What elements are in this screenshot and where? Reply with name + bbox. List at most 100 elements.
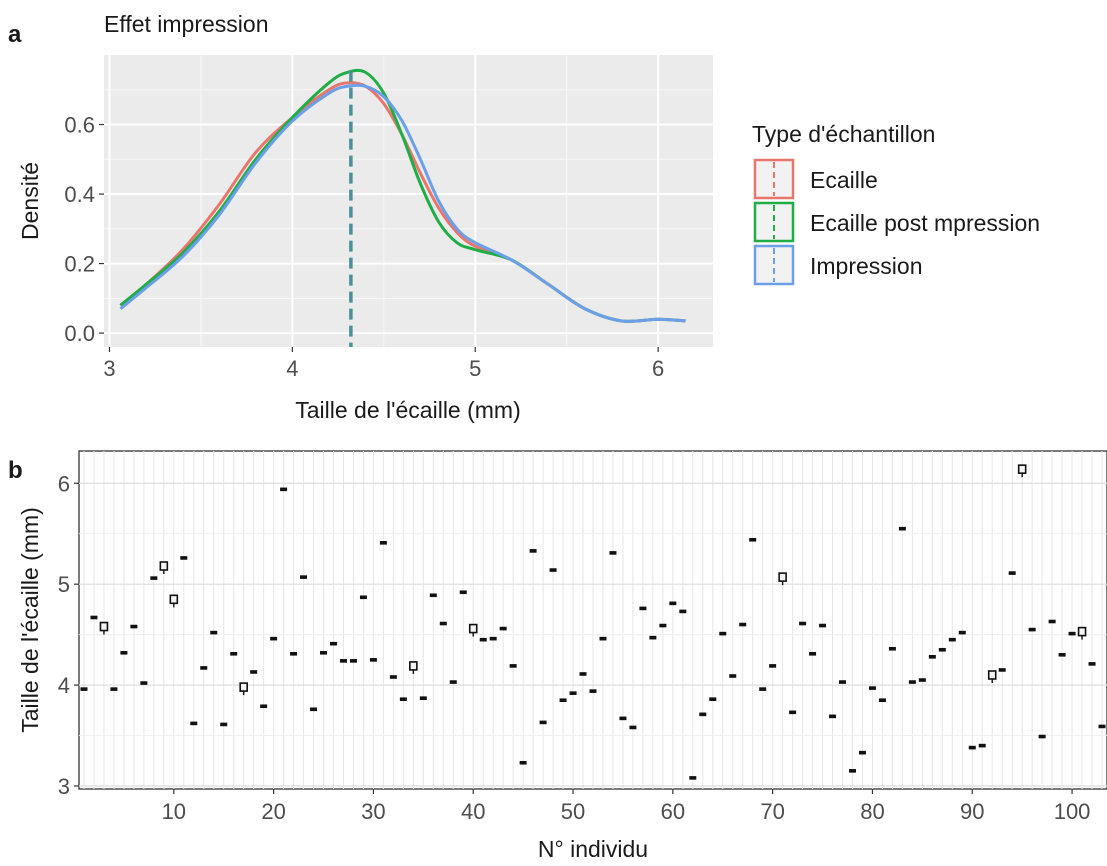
box-body [659, 623, 667, 628]
box-body [150, 576, 158, 580]
individual-box [1068, 631, 1076, 636]
x-tick-label: 100 [1054, 799, 1091, 824]
box-body [769, 664, 777, 668]
individual-box [1008, 571, 1016, 575]
individual-box [1048, 619, 1056, 624]
box-body [987, 670, 997, 680]
individual-box [868, 686, 876, 690]
box-body [938, 647, 946, 652]
individual-box [239, 682, 248, 696]
box-body [839, 680, 847, 684]
box-body [878, 698, 886, 703]
individual-box [709, 697, 717, 702]
individual-box [609, 551, 617, 555]
box-body [459, 590, 467, 595]
box-body [489, 636, 497, 641]
box-body [120, 650, 128, 655]
individual-box [169, 594, 179, 608]
box-body [759, 687, 767, 691]
box-body [699, 712, 707, 717]
individual-box [749, 537, 757, 542]
box-body [928, 655, 936, 659]
individual-box [649, 635, 657, 640]
panel-a-gridlines [104, 55, 713, 347]
box-body [609, 551, 617, 555]
box-body [868, 686, 876, 690]
individual-box [659, 623, 667, 628]
box-body [80, 687, 88, 691]
individual-box [858, 750, 866, 755]
panel-b-gridlines [79, 451, 1107, 789]
box-body [330, 641, 338, 646]
box-body [1098, 724, 1106, 729]
y-tick-label: 4 [58, 673, 70, 698]
panel-a-plot-background [104, 55, 713, 347]
individual-box [769, 664, 777, 668]
density-curve-3 [119, 83, 686, 323]
box-body [1038, 734, 1046, 739]
individual-box [998, 668, 1006, 672]
individual-box [330, 641, 338, 646]
box-body [858, 750, 866, 755]
box-body [739, 622, 747, 627]
individual-box [1038, 734, 1046, 739]
panel-b-x-axis-label: N° individu [538, 836, 648, 862]
individual-box [898, 526, 906, 531]
box-body [369, 658, 377, 662]
box-body [908, 680, 916, 684]
box-body [529, 549, 537, 553]
individual-box [120, 650, 128, 655]
individual-box [809, 652, 817, 656]
y-tick-label: 0.0 [64, 321, 95, 346]
box-body [1088, 662, 1096, 666]
box-body [449, 680, 457, 684]
individual-box [130, 624, 138, 629]
individual-box [878, 698, 886, 703]
box-body [250, 670, 258, 674]
box-body [888, 646, 896, 651]
x-tick-label: 60 [661, 799, 685, 824]
panel-a-y-ticks: 0.0 0.2 0.4 0.6 [64, 113, 104, 346]
individual-box [489, 636, 497, 641]
individual-box [110, 687, 118, 691]
x-tick-label: 20 [261, 799, 285, 824]
box-body [1048, 619, 1056, 624]
individual-box [569, 691, 577, 695]
individual-box [529, 549, 537, 553]
box-body [639, 606, 647, 611]
individual-box [819, 623, 827, 628]
box-body [239, 682, 248, 692]
box-body [749, 537, 757, 542]
individual-box [579, 672, 587, 676]
legend-label-2: Ecaille post mpression [810, 210, 1040, 236]
box-body [599, 636, 607, 641]
individual-box [1017, 464, 1027, 478]
y-tick-label: 5 [58, 572, 70, 597]
box-body [619, 716, 627, 721]
individual-box [1028, 627, 1036, 632]
legend-items: Ecaille Ecaille post mpression Impression [753, 158, 1040, 286]
x-tick-label: 5 [469, 356, 481, 381]
x-tick-label: 50 [561, 799, 585, 824]
individual-box [978, 743, 986, 748]
box-body [210, 630, 218, 635]
individual-box [987, 670, 997, 683]
box-body [280, 487, 288, 492]
panel-b-y-axis-label: Taille de l'écaille (mm) [17, 507, 43, 733]
box-body [649, 635, 657, 640]
individual-box [1088, 662, 1096, 666]
box-body [789, 710, 797, 715]
individual-box [958, 630, 966, 635]
panel-a-label: a [8, 21, 22, 48]
panel-b-points [80, 464, 1106, 780]
box-body [140, 681, 148, 685]
legend-label-1: Ecaille [810, 167, 878, 193]
individual-box [539, 720, 547, 725]
box-body [379, 541, 387, 545]
individual-box [409, 661, 418, 674]
box-body [1028, 627, 1036, 632]
individual-box [99, 621, 109, 635]
box-body [539, 720, 547, 725]
y-tick-label: 0.6 [64, 113, 95, 138]
box-body [439, 621, 447, 626]
